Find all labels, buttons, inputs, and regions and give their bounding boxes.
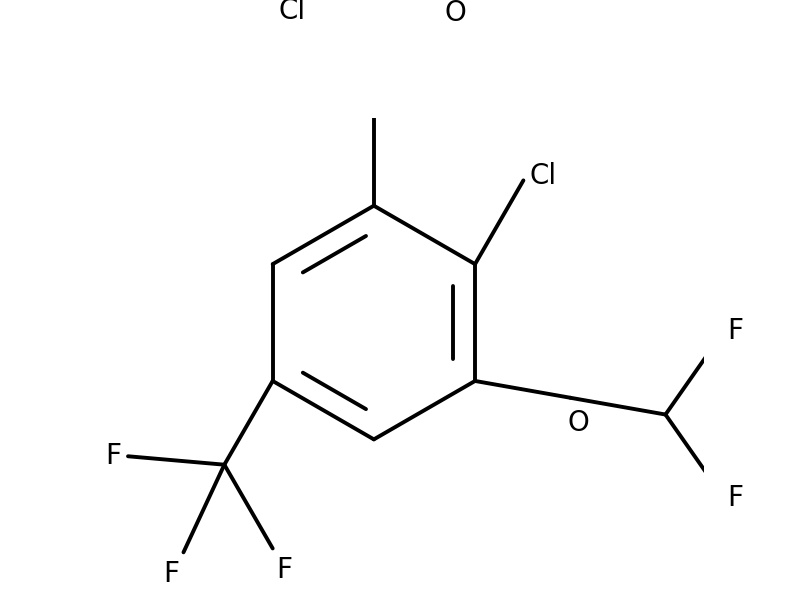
Text: Cl: Cl <box>530 162 557 190</box>
Text: Cl: Cl <box>278 0 306 25</box>
Text: F: F <box>106 442 122 470</box>
Text: O: O <box>444 0 466 27</box>
Text: O: O <box>567 409 589 437</box>
Text: F: F <box>163 561 179 588</box>
Text: F: F <box>727 317 743 345</box>
Text: F: F <box>727 484 743 512</box>
Text: F: F <box>277 556 293 585</box>
